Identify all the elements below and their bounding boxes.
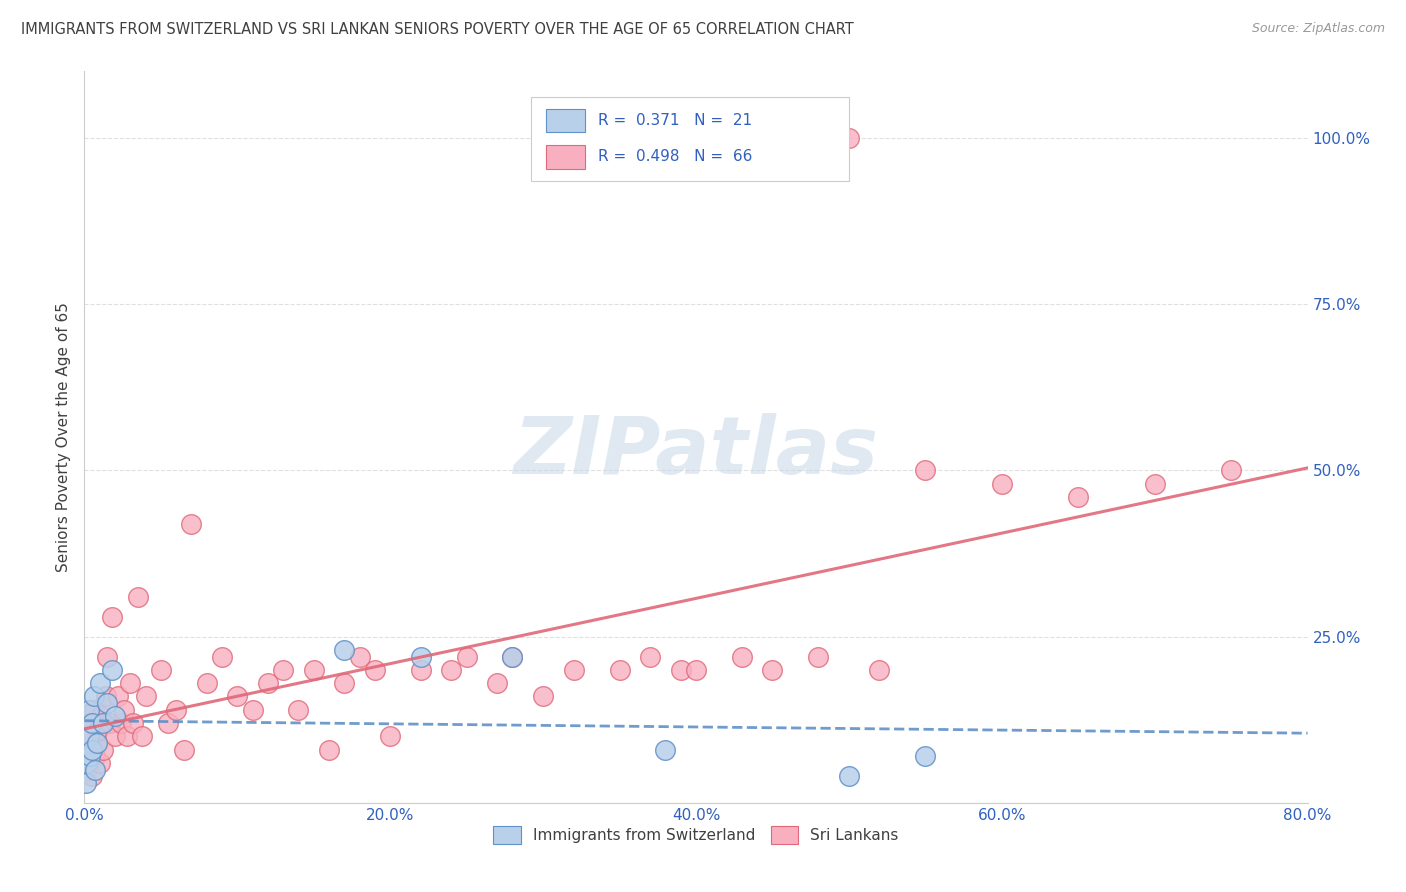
Point bbox=[502, 649, 524, 664]
Point bbox=[91, 716, 114, 731]
Point bbox=[1143, 476, 1166, 491]
Point bbox=[94, 690, 117, 704]
Legend: Immigrants from Switzerland, Sri Lankans: Immigrants from Switzerland, Sri Lankans bbox=[486, 820, 905, 850]
Y-axis label: Seniors Poverty Over the Age of 65: Seniors Poverty Over the Age of 65 bbox=[56, 302, 72, 572]
Point bbox=[364, 663, 387, 677]
Point bbox=[80, 769, 103, 783]
Point bbox=[914, 463, 936, 477]
Point bbox=[89, 676, 111, 690]
Point bbox=[669, 663, 692, 677]
Point bbox=[79, 716, 101, 731]
Point bbox=[440, 663, 463, 677]
Point bbox=[107, 690, 129, 704]
Point bbox=[761, 663, 783, 677]
Point bbox=[149, 663, 172, 677]
Point bbox=[87, 723, 110, 737]
Point bbox=[104, 729, 127, 743]
Point bbox=[991, 476, 1014, 491]
Point bbox=[242, 703, 264, 717]
Point bbox=[84, 763, 107, 777]
Point bbox=[101, 663, 124, 677]
Point bbox=[226, 690, 249, 704]
Point bbox=[122, 716, 145, 731]
Point bbox=[127, 590, 149, 604]
Text: Source: ZipAtlas.com: Source: ZipAtlas.com bbox=[1251, 22, 1385, 36]
Point bbox=[333, 676, 356, 690]
Point bbox=[349, 649, 371, 664]
Point bbox=[157, 716, 180, 731]
Point bbox=[80, 729, 103, 743]
Point bbox=[1220, 463, 1243, 477]
Point bbox=[807, 649, 830, 664]
Point bbox=[90, 709, 112, 723]
Point bbox=[131, 729, 153, 743]
Bar bbox=[546, 145, 585, 169]
Point bbox=[96, 696, 118, 710]
Point bbox=[257, 676, 280, 690]
Point bbox=[86, 736, 108, 750]
Point bbox=[75, 776, 97, 790]
Point bbox=[380, 729, 402, 743]
Point bbox=[80, 716, 103, 731]
Point bbox=[80, 742, 103, 756]
Point bbox=[409, 649, 432, 664]
Point bbox=[77, 756, 100, 770]
Point bbox=[135, 690, 157, 704]
Point bbox=[562, 663, 585, 677]
Point bbox=[914, 749, 936, 764]
Point bbox=[83, 690, 105, 704]
Point bbox=[180, 516, 202, 531]
Point bbox=[838, 131, 860, 145]
Point bbox=[609, 663, 631, 677]
Point bbox=[76, 742, 98, 756]
Point bbox=[77, 703, 100, 717]
Point bbox=[502, 649, 524, 664]
Point bbox=[79, 749, 101, 764]
Point bbox=[120, 676, 142, 690]
Point bbox=[869, 663, 891, 677]
Text: IMMIGRANTS FROM SWITZERLAND VS SRI LANKAN SENIORS POVERTY OVER THE AGE OF 65 COR: IMMIGRANTS FROM SWITZERLAND VS SRI LANKA… bbox=[21, 22, 853, 37]
Text: R =  0.371   N =  21: R = 0.371 N = 21 bbox=[598, 113, 752, 128]
Point bbox=[165, 703, 187, 717]
Point bbox=[112, 703, 135, 717]
Point bbox=[101, 609, 124, 624]
Point bbox=[838, 769, 860, 783]
Point bbox=[86, 736, 108, 750]
Point bbox=[531, 690, 554, 704]
Point bbox=[333, 643, 356, 657]
FancyBboxPatch shape bbox=[531, 97, 849, 181]
Point bbox=[685, 663, 707, 677]
Point bbox=[211, 649, 233, 664]
Text: ZIPatlas: ZIPatlas bbox=[513, 413, 879, 491]
Bar bbox=[546, 109, 585, 132]
Point bbox=[110, 716, 132, 731]
Point bbox=[654, 742, 676, 756]
Point bbox=[83, 703, 105, 717]
Point bbox=[486, 676, 509, 690]
Point bbox=[77, 729, 100, 743]
Point bbox=[115, 729, 138, 743]
Point bbox=[104, 709, 127, 723]
Text: R =  0.498   N =  66: R = 0.498 N = 66 bbox=[598, 150, 752, 164]
Point bbox=[76, 756, 98, 770]
Point bbox=[731, 649, 754, 664]
Point bbox=[302, 663, 325, 677]
Point bbox=[287, 703, 309, 717]
Point bbox=[1067, 490, 1090, 504]
Point bbox=[195, 676, 218, 690]
Point bbox=[409, 663, 432, 677]
Point bbox=[638, 649, 661, 664]
Point bbox=[96, 649, 118, 664]
Point bbox=[456, 649, 478, 664]
Point bbox=[271, 663, 294, 677]
Point bbox=[84, 749, 107, 764]
Point bbox=[91, 742, 114, 756]
Point bbox=[75, 763, 97, 777]
Point bbox=[89, 756, 111, 770]
Point bbox=[98, 716, 121, 731]
Point bbox=[318, 742, 340, 756]
Point bbox=[173, 742, 195, 756]
